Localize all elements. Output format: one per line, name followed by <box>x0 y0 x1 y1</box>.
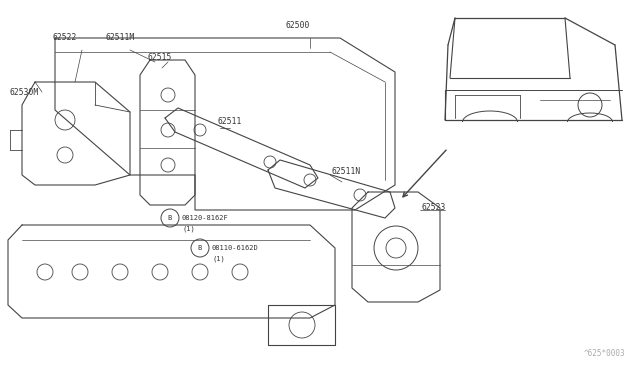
Text: 62500: 62500 <box>286 21 310 30</box>
Text: 62515: 62515 <box>148 53 172 62</box>
Text: 62511M: 62511M <box>106 33 134 42</box>
Text: (1): (1) <box>182 225 195 231</box>
Text: 08120-8162F: 08120-8162F <box>182 215 228 221</box>
Text: 08110-6162D: 08110-6162D <box>212 245 259 251</box>
Text: 62511: 62511 <box>218 118 243 126</box>
Text: 62522: 62522 <box>53 33 77 42</box>
Text: ^625*0003: ^625*0003 <box>584 349 625 358</box>
Text: 62523: 62523 <box>422 203 446 212</box>
Text: 62511N: 62511N <box>332 167 361 176</box>
Text: 62530M: 62530M <box>10 88 39 97</box>
Text: (1): (1) <box>212 255 225 262</box>
Text: B: B <box>168 215 172 221</box>
Text: B: B <box>198 245 202 251</box>
